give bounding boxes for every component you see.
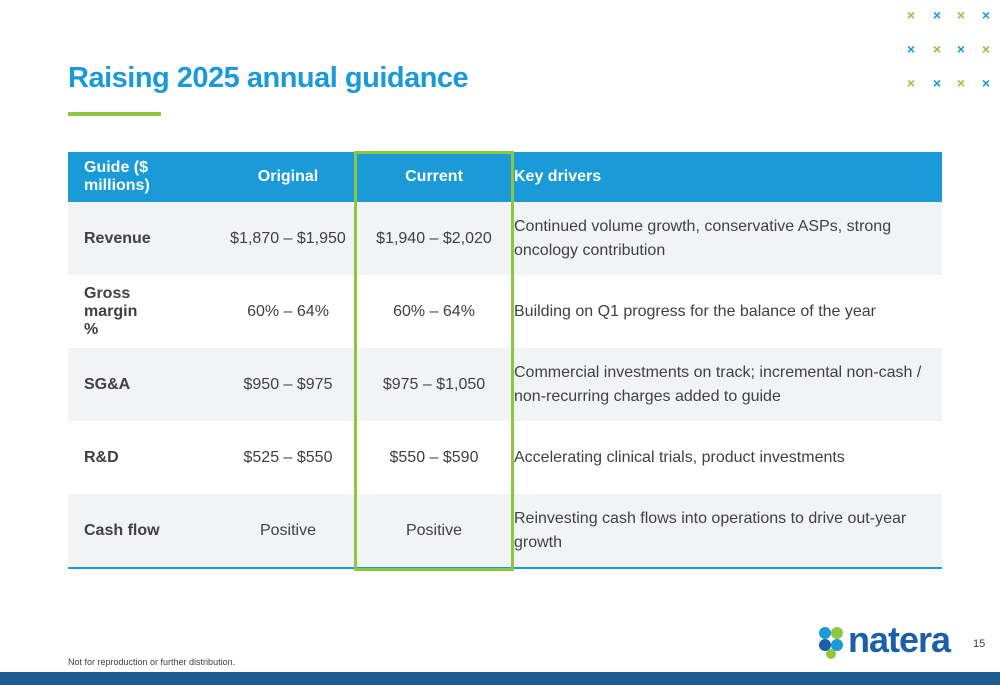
x-mark-icon: × xyxy=(932,75,942,91)
slide-title: Raising 2025 annual guidance xyxy=(68,62,469,94)
current-value: 60% – 64% xyxy=(393,302,475,320)
table-row: SG&A $950 – $975 $975 – $1,050 Commercia… xyxy=(68,348,942,421)
current-value: Positive xyxy=(361,494,507,569)
current-value: $975 – $1,050 xyxy=(361,348,507,421)
x-mark-icon: × xyxy=(956,7,966,23)
row-label: Cash flow xyxy=(68,494,215,569)
x-mark-icon: × xyxy=(956,41,966,57)
table-row: R&D $525 – $550 $550 – $590 Accelerating… xyxy=(68,421,942,494)
original-value: $1,870 – $1,950 xyxy=(215,202,361,275)
original-value: 60% – 64% xyxy=(247,302,329,320)
key-driver-text: Commercial investments on track; increme… xyxy=(507,348,942,421)
guidance-table: Guide ($ millions) Original Current Key … xyxy=(68,152,942,569)
x-mark-icon: × xyxy=(932,7,942,23)
table-row: Revenue $1,870 – $1,950 $1,940 – $2,020 … xyxy=(68,202,942,275)
title-underline xyxy=(68,112,161,116)
original-value: $525 – $550 xyxy=(243,448,333,466)
original-value: $950 – $975 xyxy=(215,348,361,421)
x-mark-icon: × xyxy=(906,7,916,23)
logo-mark-icon xyxy=(819,627,843,659)
x-mark-icon: × xyxy=(906,41,916,57)
header-guide: Guide ($ millions) xyxy=(68,152,215,202)
logo-wordmark: natera xyxy=(848,619,951,660)
table-row: Gross margin % 60% – 64% 60% – 64% Build… xyxy=(68,275,942,348)
row-label: R&D xyxy=(84,448,119,466)
natera-logo: natera xyxy=(818,620,953,660)
x-mark-icon: × xyxy=(981,75,991,91)
row-label: SG&A xyxy=(68,348,215,421)
table-row: Cash flow Positive Positive Reinvesting … xyxy=(68,494,942,569)
x-mark-icon: × xyxy=(906,75,916,91)
original-value: Positive xyxy=(215,494,361,569)
decorative-x-pattern: × × × × × × × × × × × × xyxy=(904,8,1000,98)
x-mark-icon: × xyxy=(956,75,966,91)
row-label: Revenue xyxy=(68,202,215,275)
footer-disclaimer: Not for reproduction or further distribu… xyxy=(68,657,236,667)
x-mark-icon: × xyxy=(981,41,991,57)
bottom-brand-bar xyxy=(0,672,1000,685)
key-driver-text: Building on Q1 progress for the balance … xyxy=(514,302,876,320)
header-current: Current xyxy=(361,152,507,202)
key-driver-text: Accelerating clinical trials, product in… xyxy=(514,448,845,466)
x-mark-icon: × xyxy=(932,41,942,57)
table-header-row: Guide ($ millions) Original Current Key … xyxy=(68,152,942,202)
x-mark-icon: × xyxy=(981,7,991,23)
header-key-drivers: Key drivers xyxy=(507,152,942,202)
current-value: $1,940 – $2,020 xyxy=(361,202,507,275)
header-original: Original xyxy=(215,152,361,202)
row-label: Gross margin % xyxy=(84,284,138,338)
current-value: $550 – $590 xyxy=(389,448,479,466)
page-number: 15 xyxy=(973,638,986,650)
key-driver-text: Reinvesting cash flows into operations t… xyxy=(507,494,942,569)
key-driver-text: Continued volume growth, conservative AS… xyxy=(507,202,942,275)
